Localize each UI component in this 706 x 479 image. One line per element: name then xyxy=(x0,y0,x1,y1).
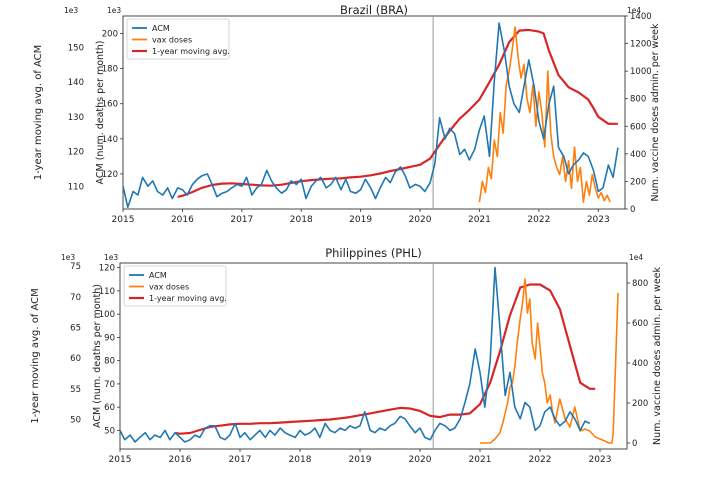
series-line-acm xyxy=(122,22,619,208)
left-tick-label: 140 xyxy=(102,135,118,145)
outer-tick-label: 70 xyxy=(70,293,81,303)
outer-tick-label: 120 xyxy=(68,148,84,158)
legend-label: 1-year moving avg. xyxy=(149,294,227,303)
x-tick-label: 2016 xyxy=(169,455,192,465)
outer-tick-label: 130 xyxy=(68,113,84,123)
left-axis-exponent: 1e3 xyxy=(104,253,118,262)
right-tick-label: 800 xyxy=(630,95,646,105)
left-axis-title: ACM (num. deaths per month) xyxy=(92,284,103,428)
outer-tick-label: 55 xyxy=(70,385,81,395)
x-tick-label: 2017 xyxy=(229,455,252,465)
right-axis-exponent: 1e4 xyxy=(629,253,643,262)
left-tick-label: 120 xyxy=(102,170,118,180)
left-tick-label: 60 xyxy=(104,403,115,413)
plot-frame xyxy=(122,15,626,210)
outer-tick-label: 50 xyxy=(70,416,81,426)
right-tick-label: 600 xyxy=(630,122,646,132)
series-line-acm xyxy=(119,266,591,443)
x-tick-label: 2018 xyxy=(289,455,312,465)
outer-tick-label: 75 xyxy=(70,262,81,272)
outer-tick-label: 140 xyxy=(68,78,84,88)
outer-axis-title: 1-year moving avg. of ACM xyxy=(33,45,44,181)
x-tick-label: 2021 xyxy=(469,455,492,465)
right-tick-label: 1200 xyxy=(630,40,652,50)
chart-panel-philippines: Philippines (PHL) 2015 2016 2017 2018 2019 202… xyxy=(30,246,663,465)
left-axis-exponent: 1e3 xyxy=(107,6,121,15)
left-tick-label: 70 xyxy=(104,380,115,390)
left-tick-label: 80 xyxy=(104,357,115,367)
right-tick-label: 600 xyxy=(632,319,648,329)
legend-label: vax doses xyxy=(152,36,192,45)
x-tick-label: 2022 xyxy=(527,215,550,225)
x-tick-label: 2019 xyxy=(349,215,372,225)
outer-tick-label: 60 xyxy=(70,354,81,364)
left-tick-label: 100 xyxy=(99,310,115,320)
series-line-vax-doses xyxy=(480,278,619,444)
right-tick-label: 400 xyxy=(632,359,648,369)
right-tick-label: 0 xyxy=(632,439,637,449)
left-tick-label: 180 xyxy=(102,65,118,75)
right-tick-label: 800 xyxy=(632,279,648,289)
series-line-1-year-moving-avg- xyxy=(175,283,596,435)
outer-axis-exponent: 1e3 xyxy=(61,253,75,262)
x-tick-label: 2019 xyxy=(349,455,372,465)
left-axis-title: ACM (num. deaths per month) xyxy=(95,41,106,185)
series-line-1-year-moving-avg- xyxy=(177,28,618,198)
legend-box xyxy=(123,265,227,307)
x-tick-label: 2015 xyxy=(112,215,135,225)
x-tick-label: 2015 xyxy=(109,455,132,465)
left-tick-label: 110 xyxy=(99,287,115,297)
left-tick-label: 90 xyxy=(104,333,115,343)
legend-label: 1-year moving avg. xyxy=(152,47,230,56)
x-tick-label: 2021 xyxy=(468,215,491,225)
plot-frame xyxy=(119,262,628,450)
outer-tick-label: 150 xyxy=(68,43,84,53)
x-tick-label: 2018 xyxy=(290,215,313,225)
x-tick-label: 2020 xyxy=(409,455,432,465)
series-line-vax-doses xyxy=(478,26,611,203)
x-tick-label: 2017 xyxy=(230,215,253,225)
legend-label: ACM xyxy=(152,24,170,33)
legend-box xyxy=(126,18,230,60)
left-tick-label: 120 xyxy=(99,264,115,274)
x-tick-label: 2023 xyxy=(587,215,610,225)
legend-label: vax doses xyxy=(149,283,189,292)
outer-axis-exponent: 1e3 xyxy=(64,6,78,15)
left-tick-label: 50 xyxy=(104,426,115,436)
x-tick-label: 2023 xyxy=(589,455,612,465)
x-tick-label: 2022 xyxy=(529,455,552,465)
outer-tick-label: 65 xyxy=(70,323,81,333)
right-tick-label: 0 xyxy=(630,205,635,215)
outer-axis-title: 1-year moving avg. of ACM xyxy=(30,288,41,424)
legend-label: ACM xyxy=(149,271,167,280)
right-tick-label: 400 xyxy=(630,150,646,160)
left-tick-label: 200 xyxy=(102,30,118,40)
right-axis-exponent: 1e4 xyxy=(627,6,641,15)
right-axis-title: Num. vaccine doses admin. per week xyxy=(652,267,663,446)
right-tick-label: 1000 xyxy=(630,67,652,77)
right-tick-label: 200 xyxy=(632,399,648,409)
chart-title: Brazil (BRA) xyxy=(340,3,408,17)
left-tick-label: 160 xyxy=(102,100,118,110)
x-tick-label: 2016 xyxy=(171,215,194,225)
outer-tick-label: 110 xyxy=(68,182,84,192)
right-tick-label: 200 xyxy=(630,177,646,187)
chart-panel-brazil: Brazil (BRA) 2015 2016 2017 2018 2019 2020 2021… xyxy=(33,3,661,225)
right-tick-label: 1400 xyxy=(630,12,652,22)
chart-title: Philippines (PHL) xyxy=(325,246,422,260)
right-axis-title: Num. vaccine doses admin. per week xyxy=(650,23,661,202)
x-tick-label: 2020 xyxy=(409,215,432,225)
